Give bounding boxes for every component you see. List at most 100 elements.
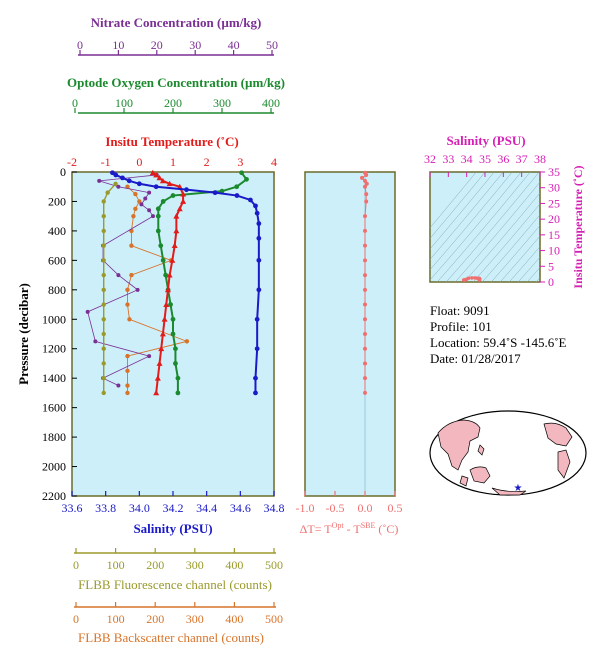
nitrate-concentration-m-kg-point <box>143 196 148 201</box>
world-map: ★ <box>429 410 587 496</box>
ts-x-tick-label: 38 <box>534 152 546 166</box>
insitu-temperature-c-point <box>149 169 156 176</box>
ts-density-contour <box>436 172 531 282</box>
pressure-tick-label: 400 <box>48 224 66 238</box>
ts-density-contour <box>508 246 540 282</box>
flbb-fluorescence-channel-counts-point <box>101 390 106 396</box>
ts-point <box>470 276 474 280</box>
flbb-backscatter-channel-counts-point <box>129 272 134 278</box>
flbb-backscatter-channel-counts-point <box>125 383 130 388</box>
flbb-fluorescence-channel-counts-point <box>101 331 106 337</box>
nitrate-tick-label: 30 <box>189 38 201 52</box>
delta-t-plot-area <box>304 171 396 497</box>
insitu-temperature-c-point <box>180 198 187 204</box>
flbb-backscatter-channel-counts-point <box>133 206 138 212</box>
nitrate-concentration-m-kg-point <box>147 208 152 213</box>
delta-t-point <box>364 199 369 204</box>
ts-diagram: Salinity (PSU) 32 33 34 35 36 37 3805101520253… <box>424 133 585 289</box>
delta-t-point <box>363 178 367 183</box>
ts-density-contour <box>430 172 486 239</box>
insitu-temperature-c-point <box>153 171 160 178</box>
ts-x-tick-label: 37 <box>516 152 528 166</box>
salinity-psu-point <box>254 210 260 216</box>
insitu-temperature-c-point <box>161 316 168 322</box>
optode-oxygen-concentration-m-kg-point <box>170 316 176 322</box>
nitrate-tick-label: 40 <box>228 38 240 52</box>
flbb-fluorescence-channel-counts-point <box>101 375 106 381</box>
temperature-tick-label: -2 <box>67 155 77 169</box>
optode-oxygen-concentration-m-kg-point <box>170 331 176 337</box>
profile-number: Profile: 101 <box>430 319 492 334</box>
delta-t-tick-label: 0.5 <box>388 501 403 515</box>
flbb-backscatter-channel-counts-point <box>125 302 130 307</box>
salinity-psu-point <box>120 175 125 181</box>
optode-oxygen-concentration-m-kg-point <box>158 243 164 249</box>
optode-oxygen-concentration-m-kg-point <box>239 170 245 176</box>
salinity-tick-label: 34.2 <box>163 501 184 515</box>
flbb-fluorescence-channel-counts-line <box>103 183 117 393</box>
salinity-tick-label: 34.8 <box>264 501 285 515</box>
optode-oxygen-concentration-m-kg-point <box>175 390 181 396</box>
backscatter-tick-label: 300 <box>186 612 204 626</box>
salinity-tick-label: 33.8 <box>95 501 116 515</box>
temperature-axis: Insitu Temperature (˚C) -2 -1 0 1 2 3 4 <box>67 134 277 177</box>
temperature-axis-title: Insitu Temperature (˚C) <box>105 134 238 149</box>
insitu-temperature-c-point <box>156 174 163 181</box>
insitu-temperature-c-point <box>180 191 187 197</box>
nitrate-concentration-m-kg-point <box>116 184 121 189</box>
insitu-temperature-c-point <box>156 360 163 366</box>
salinity-axis-title: Salinity (PSU) <box>133 521 212 536</box>
nitrate-concentration-m-kg-point <box>116 383 121 388</box>
salinity-psu-point <box>136 181 142 187</box>
delta-t-point <box>363 361 367 366</box>
salinity-psu-point <box>256 287 262 293</box>
oxygen-axis-title: Optode Oxygen Concentration (µm/kg) <box>67 75 285 90</box>
ts-density-contour <box>430 172 522 281</box>
fluorescence-axis-title: FLBB Fluorescence channel (counts) <box>78 577 272 592</box>
delta-t-point <box>363 317 367 322</box>
pressure-tick-label: 1400 <box>42 371 66 385</box>
salinity-psu-point <box>256 235 262 241</box>
insitu-temperature-c-point <box>158 345 165 352</box>
location: Location: 59.4˚S -145.6˚E <box>430 335 567 350</box>
delta-t-point <box>363 273 367 278</box>
delta-t-point <box>364 172 369 177</box>
ts-density-contour <box>430 172 513 271</box>
delta-t-point <box>363 184 367 189</box>
fluorescence-tick-label: 200 <box>146 558 164 572</box>
ts-x-tick-label: 34 <box>461 152 473 166</box>
flbb-backscatter-channel-counts-point <box>131 213 136 219</box>
oxygen-tick-label: 300 <box>213 96 231 110</box>
insitu-temperature-c-point <box>159 177 166 184</box>
optode-oxygen-concentration-m-kg-point <box>219 188 225 194</box>
nitrate-tick-label: 50 <box>266 38 278 52</box>
ts-y-tick-label: 0 <box>548 275 554 289</box>
insitu-temperature-c-line <box>152 171 185 394</box>
nitrate-concentration-m-kg-point <box>93 339 98 344</box>
nitrate-concentration-m-kg-point <box>147 190 152 195</box>
ts-y-tick-label: 30 <box>548 181 560 195</box>
ts-density-contour <box>517 256 540 282</box>
temperature-tick-label: 3 <box>237 155 243 169</box>
delta-t-plot: -1.0 -0.5 0.0 0.5 ΔT= TOpt - TSBE (˚C) <box>296 170 403 536</box>
ts-density-contour <box>490 224 540 282</box>
flbb-backscatter-channel-counts-point <box>125 184 130 189</box>
ts-y-axis-title: Insitu Temperature (˚C) <box>571 165 585 288</box>
delta-t-point <box>363 390 367 395</box>
pressure-tick-label: 1200 <box>42 342 66 356</box>
nitrate-concentration-m-kg-point <box>147 354 152 359</box>
salinity-psu-point <box>126 178 132 184</box>
pressure-tick-label: 800 <box>48 283 66 297</box>
delta-t-tick-label: -0.5 <box>326 501 345 515</box>
pressure-tick-label: 1800 <box>42 430 66 444</box>
pressure-tick-label: 2000 <box>42 460 66 474</box>
backscatter-axis: 0 100 200 300 400 500 FLBB Backscatter channe… <box>73 602 283 645</box>
optode-oxygen-concentration-m-kg-point <box>155 206 161 212</box>
flbb-backscatter-channel-counts-point <box>133 191 138 197</box>
flbb-fluorescence-channel-counts-point <box>101 243 106 248</box>
fluorescence-axis: 0 100 200 300 400 500 FLBB Fluorescence chann… <box>73 548 283 592</box>
nitrate-concentration-m-kg-point <box>139 202 144 207</box>
nitrate-tick-label: 0 <box>77 38 83 52</box>
insitu-temperature-c-point <box>176 183 183 190</box>
